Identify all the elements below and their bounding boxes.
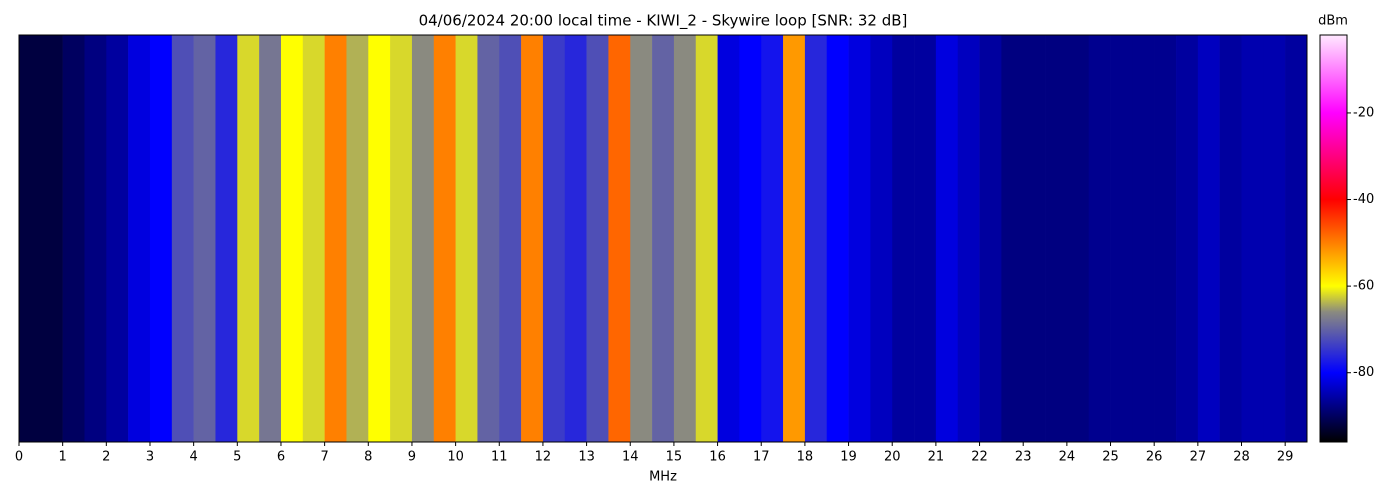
x-axis-label: MHz <box>649 470 677 485</box>
heatmap-cell <box>411 35 435 442</box>
x-tick-label: 2 <box>102 450 110 465</box>
x-tick-label: 12 <box>535 450 552 465</box>
x-tick-label: 16 <box>709 450 726 465</box>
heatmap-cell <box>390 35 413 442</box>
heatmap-cell <box>979 35 1002 442</box>
heatmap-cell <box>1197 35 1220 442</box>
heatmap-cell <box>455 35 478 442</box>
colorbar-tick-label: -40 <box>1353 192 1374 207</box>
colorbar-tick-label: -60 <box>1353 279 1374 294</box>
heatmap-cell <box>1219 35 1242 442</box>
heatmap-cell <box>40 35 63 442</box>
heatmap-cell <box>608 35 631 442</box>
heatmap-cell <box>149 35 173 442</box>
x-tick-label: 15 <box>666 450 683 465</box>
heatmap-cell <box>324 35 347 442</box>
x-tick-label: 14 <box>622 450 639 465</box>
x-tick-label: 29 <box>1277 450 1294 465</box>
x-tick-label: 28 <box>1233 450 1250 465</box>
heatmap-cell <box>870 35 893 442</box>
heatmap-cell <box>346 35 369 442</box>
heatmap-cell <box>171 35 194 442</box>
heatmap-cell <box>564 35 587 442</box>
heatmap-cell <box>1001 35 1024 442</box>
colorbar-label: dBm <box>1318 14 1348 29</box>
x-tick-label: 6 <box>277 450 285 465</box>
heatmap-cell <box>259 35 282 442</box>
x-tick-label: 18 <box>797 450 814 465</box>
x-tick-label: 10 <box>447 450 464 465</box>
heatmap-cell <box>477 35 500 442</box>
heatmap-cell <box>892 35 915 442</box>
x-tick-label: 1 <box>59 450 67 465</box>
heatmap-cell <box>826 35 849 442</box>
heatmap-cell <box>215 35 238 442</box>
x-tick-label: 21 <box>928 450 945 465</box>
heatmap-cell <box>499 35 522 442</box>
colorbar-tick-label: -20 <box>1353 105 1374 120</box>
x-tick-label: 7 <box>320 450 328 465</box>
heatmap-cell <box>19 35 42 442</box>
x-tick-label: 24 <box>1059 450 1076 465</box>
heatmap-cell <box>1066 35 1089 442</box>
plot-frame <box>18 34 1308 443</box>
x-tick-label: 3 <box>146 450 154 465</box>
heatmap-cell <box>935 35 959 442</box>
heatmap-cell <box>761 35 784 442</box>
x-tick-label: 27 <box>1190 450 1207 465</box>
x-tick-label: 22 <box>971 450 988 465</box>
heatmap-cell <box>848 35 871 442</box>
heatmap-cell <box>914 35 937 442</box>
heatmap-cell <box>368 35 391 442</box>
x-tick-label: 19 <box>840 450 857 465</box>
heatmap-cell <box>1285 35 1308 442</box>
heatmap-cell <box>237 35 260 442</box>
heatmap-cell <box>957 35 980 442</box>
x-tick-label: 20 <box>884 450 901 465</box>
colorbar-tick-label: -80 <box>1353 365 1374 380</box>
x-tick-label: 9 <box>408 450 416 465</box>
heatmap-cell <box>1176 35 1199 442</box>
heatmap-cell <box>1088 35 1111 442</box>
heatmap-cell <box>1045 35 1068 442</box>
heatmap-cell <box>542 35 566 442</box>
heatmap-cell <box>673 35 697 442</box>
x-tick-label: 13 <box>578 450 595 465</box>
x-tick-label: 8 <box>364 450 372 465</box>
heatmap-cell <box>1110 35 1133 442</box>
heatmap-cell <box>62 35 85 442</box>
x-tick-label: 11 <box>491 450 508 465</box>
heatmap-cell <box>128 35 151 442</box>
heatmap-cell <box>106 35 129 442</box>
x-tick-label: 23 <box>1015 450 1032 465</box>
heatmap-cell <box>717 35 740 442</box>
x-tick-label: 25 <box>1102 450 1119 465</box>
x-tick-label: 4 <box>190 450 198 465</box>
heatmap-cell <box>804 35 828 442</box>
heatmap-cell <box>1154 35 1177 442</box>
heatmap-cell <box>521 35 544 442</box>
chart-title: 04/06/2024 20:00 local time - KIWI_2 - S… <box>419 12 908 31</box>
colorbar <box>1319 34 1348 443</box>
heatmap-cell <box>84 35 107 442</box>
x-tick-label: 0 <box>15 450 23 465</box>
heatmap-cell <box>630 35 653 442</box>
heatmap-cell <box>302 35 325 442</box>
x-tick-label: 17 <box>753 450 770 465</box>
x-tick-label: 5 <box>233 450 241 465</box>
heatmap-cell <box>433 35 456 442</box>
heatmap-cell <box>1263 35 1286 442</box>
heatmap-cell <box>1241 35 1264 442</box>
heatmap-cell <box>695 35 718 442</box>
heatmap-cell <box>193 35 216 442</box>
heatmap-cell <box>652 35 675 442</box>
heatmap-cell <box>739 35 762 442</box>
heatmap-cell <box>586 35 609 442</box>
heatmap-cell <box>1132 35 1155 442</box>
x-tick-label: 26 <box>1146 450 1163 465</box>
heatmap-cell <box>1023 35 1046 442</box>
heatmap-cell <box>783 35 806 442</box>
heatmap-cell <box>280 35 304 442</box>
